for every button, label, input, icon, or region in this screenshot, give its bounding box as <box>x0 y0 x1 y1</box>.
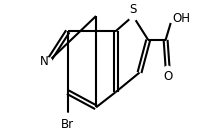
Circle shape <box>129 12 137 20</box>
Circle shape <box>44 58 52 65</box>
Circle shape <box>168 14 176 23</box>
Circle shape <box>164 66 172 74</box>
Text: OH: OH <box>172 12 190 25</box>
Text: S: S <box>129 3 137 16</box>
Text: Br: Br <box>61 118 74 131</box>
Text: O: O <box>163 70 172 83</box>
Circle shape <box>63 113 73 123</box>
Text: N: N <box>40 55 48 68</box>
